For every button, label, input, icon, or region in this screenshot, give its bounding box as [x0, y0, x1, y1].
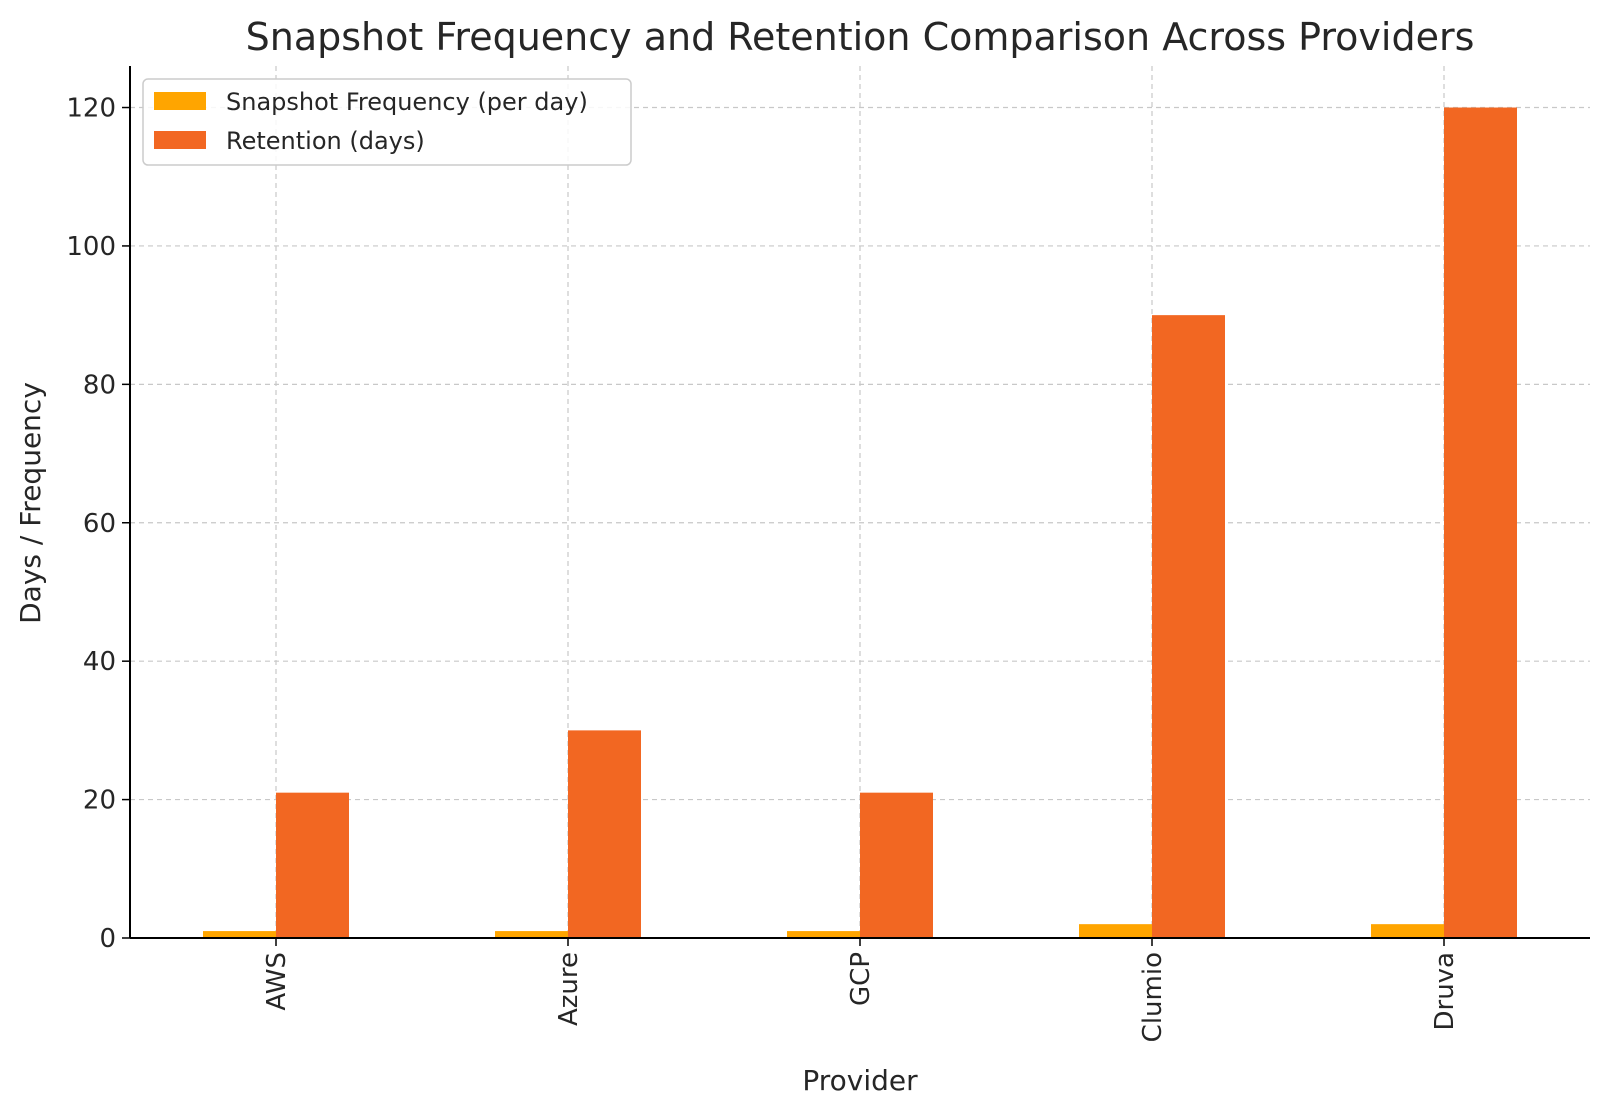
bar-retention-aws: [276, 792, 349, 938]
legend-box: [142, 78, 632, 166]
bar-retention-clumio: [1152, 315, 1225, 939]
y-tick-label: 80: [83, 370, 116, 400]
bar-frequency-clumio: [1079, 924, 1152, 938]
bar-retention-azure: [568, 730, 641, 938]
y-tick-label: 60: [83, 509, 116, 539]
y-tick-label: 120: [66, 94, 116, 124]
y-tick-label: 0: [99, 924, 116, 954]
axes: [122, 66, 1590, 946]
y-tick-label: 20: [83, 786, 116, 816]
y-tick-label: 40: [83, 647, 116, 677]
y-axis-label: Days / Frequency: [14, 382, 47, 624]
bar-frequency-aws: [203, 931, 276, 938]
x-tick-label: Azure: [554, 952, 584, 1026]
bar-frequency-gcp: [787, 931, 860, 938]
bar-frequency-druva: [1371, 924, 1444, 938]
x-axis-label: Provider: [802, 1064, 918, 1097]
x-tick-label: AWS: [262, 952, 292, 1011]
y-tick-label: 100: [66, 232, 116, 262]
legend-entry: Snapshot Frequency (per day): [226, 88, 588, 116]
x-tick-label: GCP: [846, 952, 876, 1006]
bar-retention-gcp: [860, 792, 933, 938]
tick-labels: 0 20 40 60 80 100 120 AWS Azure GCP Clumio Druva: [66, 94, 1460, 1043]
legend-swatch: [154, 131, 206, 149]
legend-entry: Retention (days): [226, 127, 425, 155]
bars: [203, 107, 1517, 939]
bar-retention-druva: [1444, 107, 1517, 939]
x-tick-label: Druva: [1430, 952, 1460, 1031]
legend-swatch: [154, 92, 206, 110]
legend: Snapshot Frequency (per day) Retention (d…: [142, 78, 632, 166]
chart-title: Snapshot Frequency and Retention Compari…: [246, 15, 1475, 59]
bar-frequency-azure: [495, 931, 568, 938]
x-tick-label: Clumio: [1138, 952, 1168, 1042]
